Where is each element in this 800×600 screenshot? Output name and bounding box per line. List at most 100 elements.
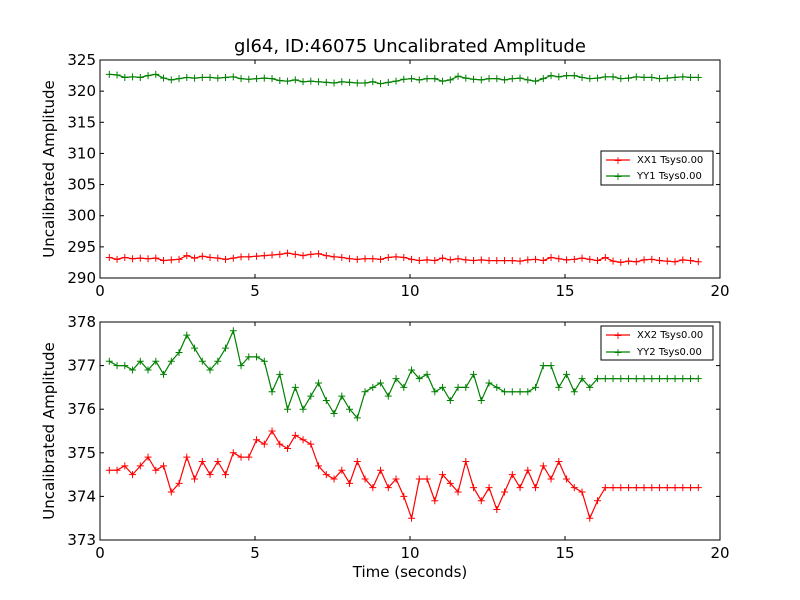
bottom-series-0-point <box>400 492 408 500</box>
bottom-series-1-point <box>687 375 695 383</box>
top-series-1-point <box>493 75 501 83</box>
top-series-1-point <box>547 72 555 80</box>
top-series-0-point <box>532 255 540 263</box>
bottom-series-0-point <box>206 471 214 479</box>
top-series-1-point <box>167 76 175 84</box>
top-series-0-point <box>129 255 137 263</box>
bottom-series-1-point <box>322 396 330 404</box>
bottom-series-0-point <box>191 475 199 483</box>
top-series-1-point <box>485 75 493 83</box>
top-series-0-point <box>268 251 276 259</box>
bottom-series-1-point <box>671 375 679 383</box>
top-series-1-point <box>152 70 160 78</box>
top-series-1-point <box>586 75 594 83</box>
top-series-0-point <box>547 253 555 261</box>
top-series-1-point <box>516 74 524 82</box>
top-series-0-point <box>299 252 307 260</box>
top-series-1-point <box>338 78 346 86</box>
top-legend: + XX1 Tsys0.00 + YY1 Tsys0.00 <box>600 150 714 186</box>
top-series-1-point <box>632 73 640 81</box>
top-series-0-point <box>346 255 354 263</box>
bottom-series-0-point <box>276 440 284 448</box>
bottom-series-1-point <box>508 388 516 396</box>
bottom-series-0-point <box>446 479 454 487</box>
bottom-series-1-point <box>144 366 152 374</box>
top-series-1-point <box>284 77 292 85</box>
bottom-series-0-point <box>539 462 547 470</box>
bottom-series-1-point <box>617 375 625 383</box>
bottom-series-0-point <box>694 484 702 492</box>
top-x-tick-label: 10 <box>400 282 419 300</box>
bottom-series-1-point <box>222 344 230 352</box>
bottom-series-0-point <box>663 484 671 492</box>
bottom-series-0-point <box>198 458 206 466</box>
top-series-0-point <box>191 254 199 262</box>
bottom-series-0-point <box>462 458 470 466</box>
bottom-series-1-point <box>408 366 416 374</box>
bottom-series-1-point <box>229 327 237 335</box>
top-series-0-point <box>485 257 493 265</box>
top-series-1-point <box>361 79 369 87</box>
bottom-x-tick-label: 15 <box>555 544 574 562</box>
top-series-0-point <box>307 250 315 258</box>
bottom-series-0-point <box>485 484 493 492</box>
top-y-tick-label: 295 <box>67 238 96 256</box>
top-series-1-point <box>346 78 354 86</box>
top-y-tick-label: 300 <box>67 207 96 225</box>
top-series-0-point <box>477 256 485 264</box>
top-series-0-point <box>656 257 664 265</box>
bottom-series-1-point <box>454 383 462 391</box>
bottom-series-1-point <box>245 353 253 361</box>
bottom-y-tick-label: 378 <box>67 313 96 331</box>
top-series-1-point <box>501 76 509 84</box>
bottom-series-0-point <box>322 471 330 479</box>
bottom-series-1-point <box>299 405 307 413</box>
bottom-series-1-point <box>400 383 408 391</box>
bottom-series-0-point <box>105 466 113 474</box>
bottom-legend-plus-xx2: + <box>613 329 622 342</box>
top-series-1-point <box>105 70 113 78</box>
bottom-series-1-point <box>167 357 175 365</box>
bottom-y-tick-label: 374 <box>67 487 96 505</box>
bottom-series-0-point <box>578 488 586 496</box>
bottom-series-0-point <box>307 440 315 448</box>
bottom-series <box>105 327 702 522</box>
bottom-series-0-point <box>136 462 144 470</box>
bottom-series-0-point <box>245 453 253 461</box>
top-series-0-point <box>462 256 470 264</box>
top-y-tick-label: 315 <box>67 113 96 131</box>
bottom-series-1-point <box>377 379 385 387</box>
bottom-legend-plus-yy2: + <box>613 346 622 359</box>
bottom-series-0-point <box>315 462 323 470</box>
top-series-1-point <box>144 72 152 80</box>
top-series-0-point <box>175 255 183 263</box>
bottom-series-0-point <box>260 440 268 448</box>
top-series-0-point <box>563 256 571 264</box>
bottom-series-0-point <box>477 497 485 505</box>
top-series-0-point <box>679 256 687 264</box>
top-series-0-point <box>617 258 625 266</box>
top-series-0-point <box>431 257 439 265</box>
bottom-series-1-point <box>648 375 656 383</box>
top-series-1-point <box>129 73 137 81</box>
bottom-x-tick-label: 10 <box>400 544 419 562</box>
top-series-1-point <box>625 74 633 82</box>
top-series-0-point <box>524 256 532 264</box>
bottom-series-0-point <box>167 488 175 496</box>
top-series-0-point <box>446 256 454 264</box>
top-series-1-point <box>462 74 470 82</box>
bottom-series-1-point <box>284 405 292 413</box>
bottom-series-1-point <box>415 375 423 383</box>
top-series-0-point <box>276 250 284 258</box>
top-series-1-point <box>570 72 578 80</box>
bottom-series-1-point <box>446 396 454 404</box>
bottom-y-tick-label: 376 <box>67 400 96 418</box>
bottom-series-0-point <box>563 475 571 483</box>
top-series-0-point <box>183 252 191 260</box>
bottom-series-0-point <box>384 484 392 492</box>
top-series-0-point <box>384 253 392 261</box>
top-y-tick-label: 320 <box>67 82 96 100</box>
top-series-1-point <box>299 78 307 86</box>
bottom-series-0-point <box>408 514 416 522</box>
top-y-ticks: 290 295 300 305 310 315 320 325 <box>67 51 720 287</box>
